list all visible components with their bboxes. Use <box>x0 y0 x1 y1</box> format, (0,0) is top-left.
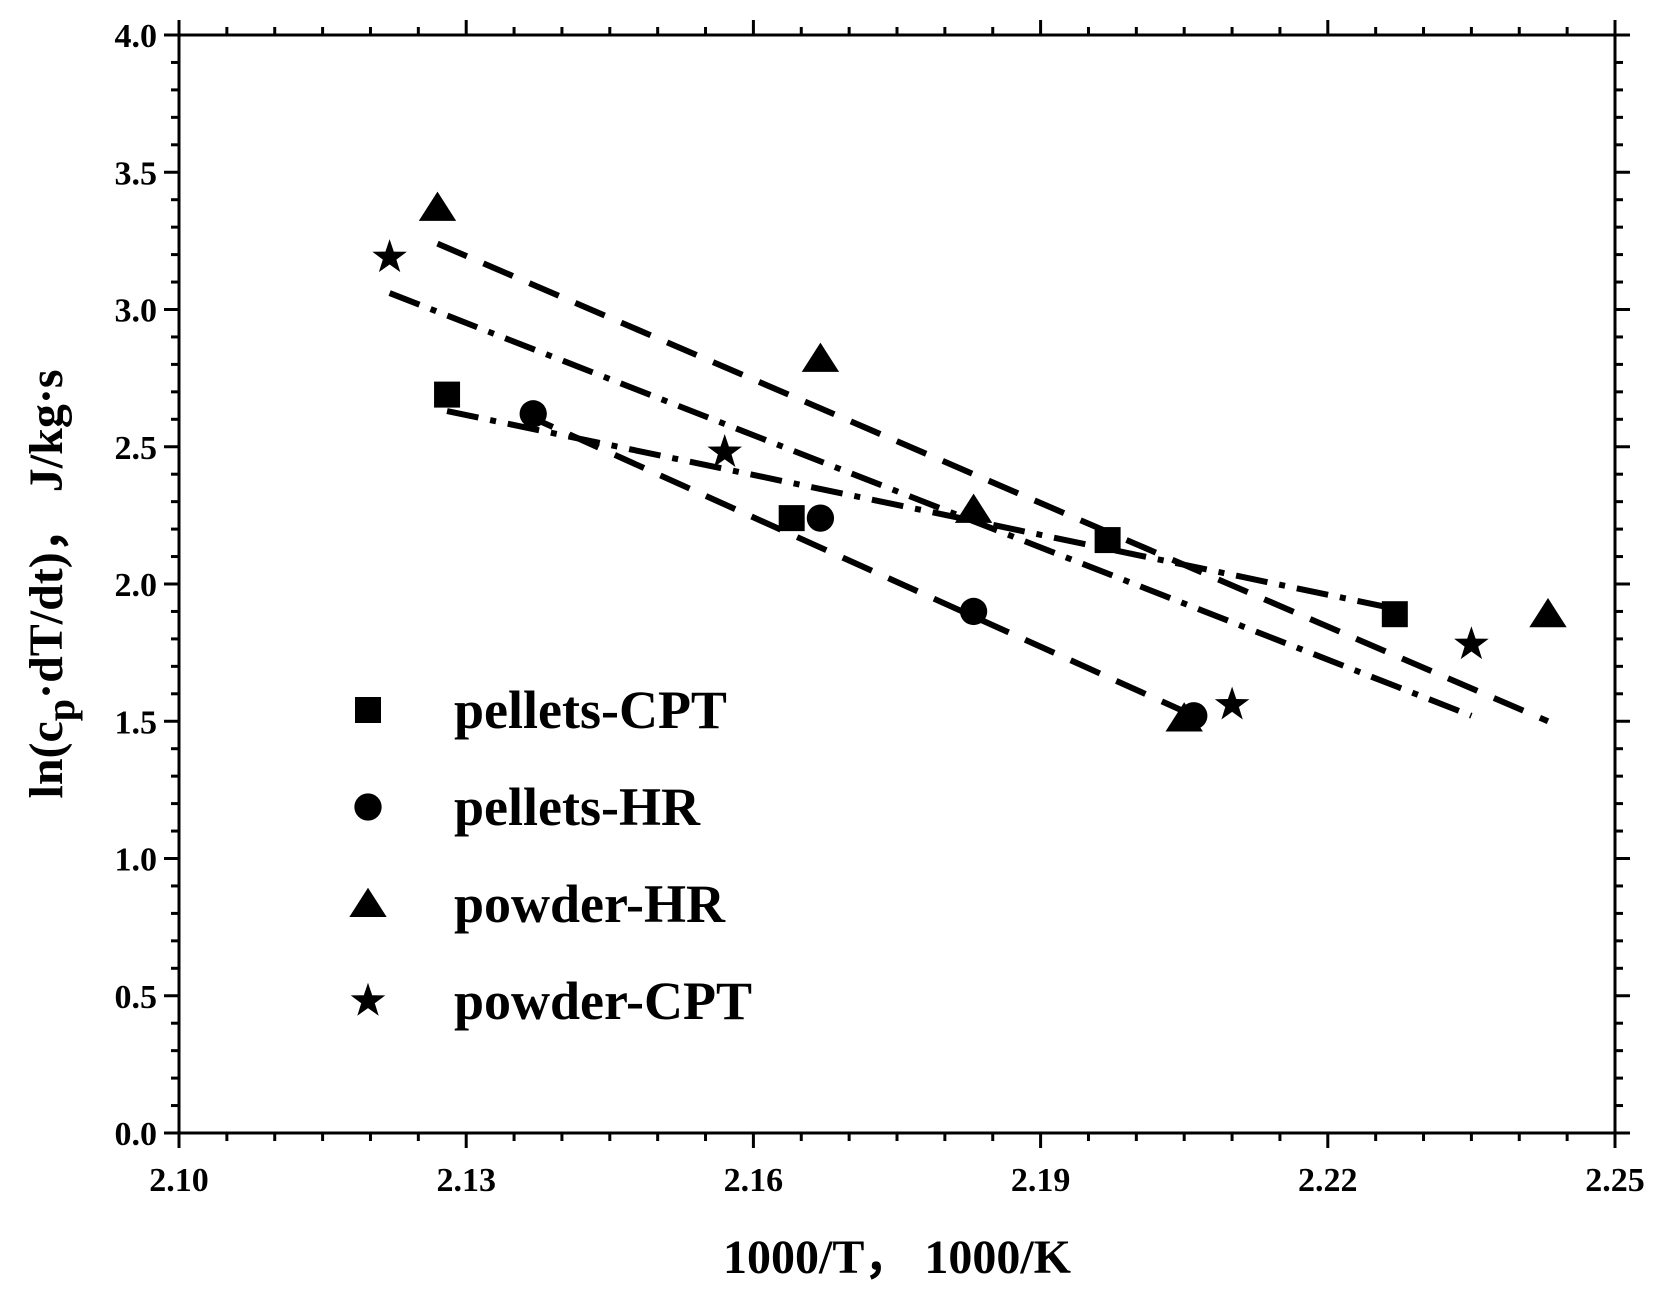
y-tick-label: 3.0 <box>115 293 158 330</box>
point-pellets-CPT <box>778 505 805 532</box>
y-tick-label: 3.5 <box>115 155 158 192</box>
plot-frame <box>177 33 1617 1135</box>
fit-line-powder-HR <box>436 240 1550 725</box>
x-axis-title: 1000/T， 1000/K <box>723 1231 1071 1284</box>
legend-label-powder-CPT: powder-CPT <box>454 971 752 1031</box>
x-tick-label: 2.19 <box>1011 1162 1071 1199</box>
point-powder-CPT <box>1454 626 1489 660</box>
legend-marker-pellets-HR <box>354 793 382 821</box>
fit-line-pellets-HR <box>522 411 1196 719</box>
fit-lines <box>388 240 1550 725</box>
tick-labels: 2.10 2.13 2.16 2.19 2.22 2.25 0.0 0.5 1.0 1.5 2.0 2… <box>115 18 1645 1199</box>
point-pellets-HR <box>806 504 835 532</box>
x-tick-label: 2.22 <box>1298 1162 1358 1199</box>
x-tick-label: 2.16 <box>724 1162 784 1199</box>
point-powder-HR <box>1529 597 1567 628</box>
point-pellets-CPT <box>1381 601 1408 628</box>
x-tick-label: 2.25 <box>1585 1162 1645 1199</box>
fit-line-powder-CPT <box>388 290 1473 719</box>
y-tick-label: 0.0 <box>115 1116 158 1153</box>
point-pellets-CPT <box>1094 527 1121 554</box>
point-powder-HR <box>418 191 457 221</box>
y-axis-title-prefix: ln(c <box>20 721 73 798</box>
data-markers <box>372 191 1567 732</box>
legend-label-pellets-CPT: pellets-CPT <box>454 680 727 740</box>
point-powder-CPT <box>707 434 742 467</box>
point-powder-HR <box>1165 702 1203 732</box>
y-tick-label: 0.5 <box>115 979 158 1016</box>
y-axis-title-suffix: ·dT/dt)， J/kg·s <box>20 369 73 698</box>
y-axis-title: ln(cp·dT/dt)， J/kg·s <box>20 369 83 798</box>
legend-marker-powder-CPT <box>350 982 386 1016</box>
x-tick-label: 2.13 <box>436 1162 496 1199</box>
point-powder-CPT <box>372 239 407 273</box>
y-tick-label: 4.0 <box>115 18 158 55</box>
x-tick-label: 2.10 <box>149 1162 209 1199</box>
point-powder-HR <box>801 342 840 372</box>
legend-marker-powder-HR <box>349 887 387 917</box>
legend-label-powder-HR: powder-HR <box>454 874 726 934</box>
point-pellets-HR <box>519 400 547 428</box>
y-tick-label: 2.0 <box>115 567 158 604</box>
point-powder-HR <box>954 493 993 523</box>
legend: pellets-CPT pellets-HR powder-HR powder-CPT <box>349 680 752 1031</box>
y-tick-label: 2.5 <box>115 430 158 467</box>
legend-label-pellets-HR: pellets-HR <box>454 777 701 837</box>
y-axis-title-subscript: p <box>38 699 83 721</box>
y-tick-label: 1.0 <box>115 842 158 879</box>
point-pellets-CPT <box>434 381 461 408</box>
legend-marker-pellets-CPT <box>355 697 381 723</box>
point-pellets-HR <box>959 597 988 626</box>
point-powder-CPT <box>1214 686 1250 720</box>
y-tick-label: 1.5 <box>115 704 158 741</box>
fit-line-pellets-CPT <box>446 408 1396 612</box>
